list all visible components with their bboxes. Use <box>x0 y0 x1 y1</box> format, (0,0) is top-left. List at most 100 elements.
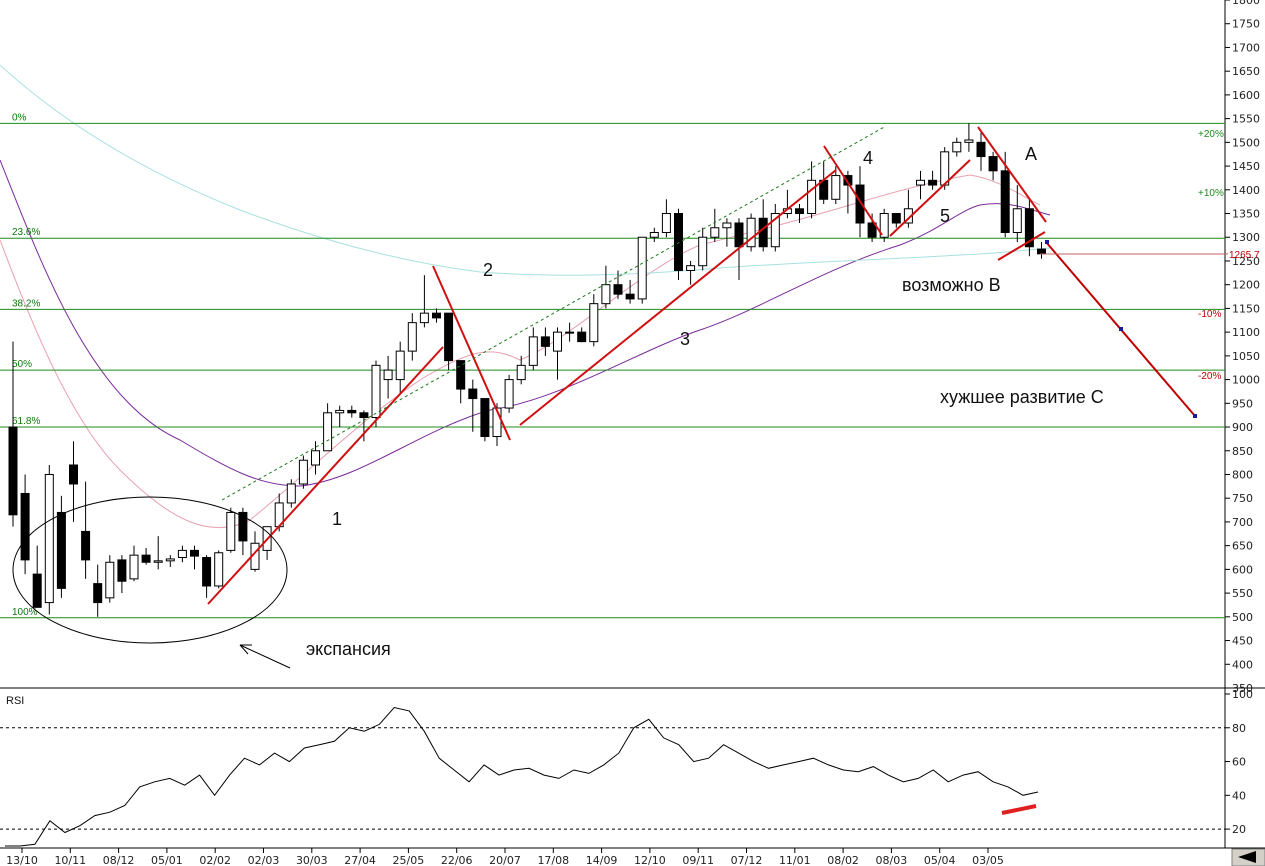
price-tick-label: 400 <box>1232 658 1253 671</box>
candle-body <box>32 573 42 608</box>
candle-body <box>686 265 696 271</box>
fib-level-label: 38.2% <box>12 298 40 309</box>
price-tick-label: 600 <box>1232 563 1253 576</box>
candle-body <box>238 511 248 542</box>
candle <box>286 479 296 508</box>
candle <box>359 410 369 442</box>
ma-pink-line <box>0 174 1041 529</box>
candle <box>601 265 611 309</box>
candle <box>516 355 526 385</box>
ma-cyan-line <box>0 64 1051 276</box>
candle-body <box>565 331 575 334</box>
candle <box>456 360 466 404</box>
time-tick-label: 07/12 <box>731 854 763 866</box>
arrow-left-icon <box>1238 851 1256 863</box>
candle-body <box>528 336 538 366</box>
price-tick-label: 1550 <box>1232 113 1260 126</box>
candle <box>335 405 345 428</box>
candle-body <box>988 156 998 172</box>
time-tick-label: 08/12 <box>103 854 135 866</box>
candle-body <box>855 184 865 224</box>
candle-body <box>371 364 381 419</box>
fib-level-label: 61.8% <box>12 416 40 427</box>
candlesticks <box>8 123 1046 617</box>
candle-body <box>492 407 502 438</box>
candle-body <box>637 236 647 300</box>
price-tick-label: 550 <box>1232 587 1253 600</box>
projection-marker <box>1045 240 1049 244</box>
price-tick-label: 1000 <box>1232 374 1260 387</box>
candle-body <box>311 450 320 466</box>
rsi-label: RSI <box>6 695 24 707</box>
candle-body <box>795 208 804 215</box>
candle-body <box>395 350 405 381</box>
rsi-tick-label: 100 <box>1232 688 1253 701</box>
wave-label-c: хужшее развитие C <box>940 387 1104 407</box>
candle-body <box>286 483 296 504</box>
candle-body <box>1024 208 1034 248</box>
wave-label-b: возможно B <box>902 275 1001 295</box>
price-tick-label: 750 <box>1232 492 1253 505</box>
candle-body <box>153 560 163 563</box>
time-tick-label: 12/10 <box>634 854 666 866</box>
wave-4-trendline <box>823 145 883 236</box>
candle-body <box>540 336 550 347</box>
price-y-axis: 350 400 450 500 550 600 650 700 750 800 850 900 950 1… <box>1225 0 1260 695</box>
annotations: 1 2 3 4 5 A возможно B хужшее развитие C… <box>306 144 1104 659</box>
price-tick-label: 1650 <box>1232 65 1260 78</box>
candle-body <box>117 559 127 582</box>
candle-body <box>69 464 78 485</box>
candle <box>56 495 66 598</box>
price-tick-label: 950 <box>1232 397 1253 410</box>
candle-body <box>432 312 441 319</box>
time-tick-label: 13/10 <box>6 854 38 866</box>
price-tick-label: 1350 <box>1232 208 1260 221</box>
candle <box>81 481 91 579</box>
candle <box>444 312 454 371</box>
candle-body <box>93 583 103 604</box>
candle <box>976 132 986 171</box>
candle <box>698 227 708 271</box>
candle-body <box>335 409 345 414</box>
scroll-left-button[interactable] <box>1231 848 1265 866</box>
candle <box>988 151 998 181</box>
candle-body <box>81 530 91 561</box>
candle-body <box>468 388 478 400</box>
rsi-divergence-line <box>1001 804 1037 815</box>
expansion-label: экспансия <box>306 639 391 659</box>
candle-body <box>480 398 490 438</box>
candle-body <box>202 557 212 587</box>
candle-body <box>1000 170 1010 233</box>
price-tick-label: 1200 <box>1232 279 1260 292</box>
percent-level-label: +20% <box>1198 129 1224 140</box>
candle-body <box>44 473 54 604</box>
candle-body <box>8 426 18 516</box>
candle-body <box>129 554 139 580</box>
candle-body <box>710 227 720 238</box>
candle <box>504 374 514 413</box>
price-tick-label: 650 <box>1232 540 1253 553</box>
candle <box>770 204 780 252</box>
candle-body <box>964 139 974 143</box>
candle-body <box>359 412 369 419</box>
candle-body <box>347 409 357 414</box>
candle <box>625 279 635 304</box>
wave-label-4: 4 <box>863 148 873 168</box>
candle <box>177 545 187 563</box>
projection-marker <box>1193 414 1197 418</box>
last-price-marker: 1265.7 <box>1040 250 1260 261</box>
candle <box>298 455 308 489</box>
candle <box>238 507 248 556</box>
candle <box>407 313 417 361</box>
wave-label-3: 3 <box>680 329 690 349</box>
candle <box>214 550 224 589</box>
candle-body <box>661 213 671 233</box>
time-tick-label: 17/08 <box>537 854 569 866</box>
wave-label-1: 1 <box>332 509 342 529</box>
candle-body <box>807 179 817 215</box>
candle <box>637 236 647 304</box>
projection-marker <box>1119 327 1123 331</box>
time-tick-label: 05/01 <box>151 854 183 866</box>
price-tick-label: 1300 <box>1232 231 1260 244</box>
time-tick-label: 30/03 <box>296 854 328 866</box>
